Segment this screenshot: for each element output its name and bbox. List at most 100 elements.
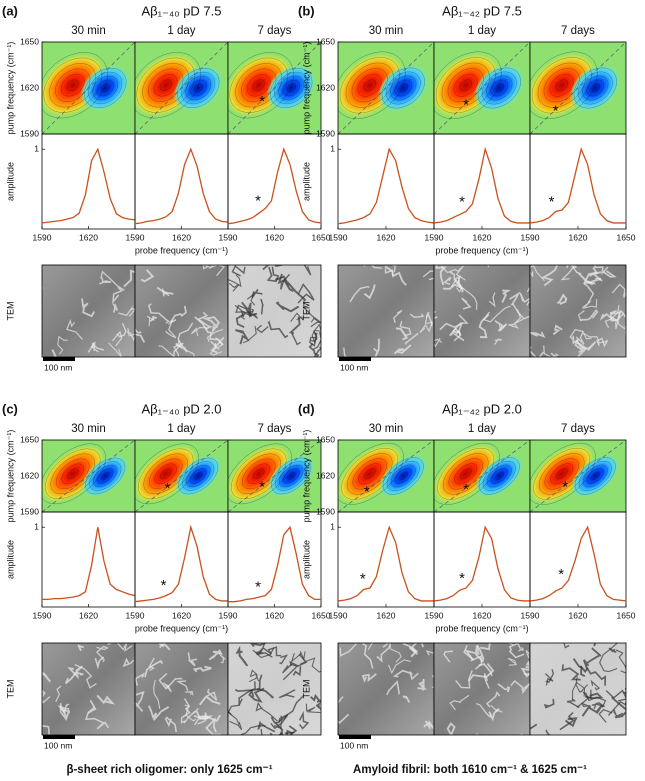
tem-fibril bbox=[586, 647, 602, 664]
tem-image bbox=[228, 265, 321, 357]
negative-peak bbox=[378, 453, 428, 499]
contour-line bbox=[178, 457, 219, 495]
y-tick-label: 1650 bbox=[316, 434, 335, 444]
tem-fibril bbox=[51, 349, 57, 357]
contour-line bbox=[453, 73, 478, 97]
plot-frame bbox=[433, 133, 531, 230]
tem-fibril bbox=[176, 680, 189, 692]
tem-fibril bbox=[582, 332, 608, 344]
spectrum-line bbox=[134, 524, 228, 603]
positive-peak bbox=[228, 443, 292, 504]
diagonal bbox=[135, 440, 228, 512]
contour-line bbox=[55, 68, 91, 102]
tem-fibril bbox=[99, 277, 112, 285]
annotation-star: * bbox=[558, 566, 564, 583]
contour-map bbox=[434, 440, 530, 512]
tem-fibril bbox=[446, 722, 456, 735]
contour-map bbox=[135, 440, 228, 512]
annotation-star: * bbox=[255, 193, 261, 210]
tem-fibril bbox=[566, 698, 580, 709]
tem-fibril bbox=[57, 335, 68, 355]
contour-line bbox=[148, 68, 184, 102]
tem-fibril bbox=[255, 324, 269, 334]
tem-fibril bbox=[582, 691, 607, 708]
tem-fibril bbox=[596, 337, 609, 348]
contour-line bbox=[533, 448, 591, 500]
diagonal bbox=[135, 42, 228, 134]
annotation-star: * bbox=[255, 578, 261, 595]
tem-fibril bbox=[393, 309, 403, 324]
y-tick-label: 1 bbox=[330, 521, 335, 531]
tem-fibril bbox=[173, 322, 194, 357]
tem-fibril bbox=[598, 708, 613, 723]
plot-frame bbox=[529, 133, 627, 230]
tem-fibril bbox=[577, 310, 586, 322]
contour-line bbox=[274, 71, 309, 105]
contour-line bbox=[186, 464, 211, 488]
tem-fibril bbox=[572, 335, 597, 352]
tem-fibril bbox=[311, 323, 321, 344]
tem-fibril bbox=[315, 702, 321, 711]
tem-fibril bbox=[361, 673, 377, 683]
tem-fibril bbox=[228, 711, 243, 731]
tem-frame bbox=[227, 642, 322, 736]
contour-line bbox=[582, 75, 609, 101]
tem-fibril bbox=[303, 265, 312, 276]
contour-line bbox=[363, 468, 376, 480]
tem-fibril bbox=[81, 298, 95, 318]
tem-image bbox=[135, 643, 228, 735]
tem-fibril bbox=[530, 723, 538, 730]
y-label: amplitude bbox=[301, 540, 311, 579]
diagonal bbox=[42, 440, 135, 512]
contour-map bbox=[42, 42, 135, 134]
tem-fibril bbox=[148, 657, 156, 671]
contour-line bbox=[148, 458, 183, 490]
contour-line bbox=[338, 442, 404, 505]
tem-fibril bbox=[577, 347, 587, 357]
annotation-star: * bbox=[161, 577, 167, 594]
diagonal bbox=[228, 440, 321, 512]
tem-fibril bbox=[530, 265, 545, 282]
x-label: probe frequency (cm⁻¹) bbox=[435, 245, 528, 255]
tem-fibril bbox=[543, 698, 555, 709]
contour-line bbox=[394, 468, 412, 484]
tem-fibril bbox=[277, 273, 294, 292]
contour-line bbox=[434, 51, 502, 119]
tem-fibril bbox=[478, 313, 490, 339]
x-tick-label: 1590 bbox=[219, 610, 238, 620]
tem-fibril bbox=[87, 699, 97, 714]
tem-fibril bbox=[146, 315, 155, 327]
tem-fibril bbox=[270, 716, 284, 735]
tem-fibril bbox=[518, 647, 524, 652]
contour-line bbox=[351, 68, 388, 103]
tem-fibril bbox=[275, 275, 307, 302]
tem-fibril bbox=[404, 332, 419, 345]
tem-fibril bbox=[409, 313, 425, 319]
tem-fibril bbox=[475, 644, 485, 664]
contour-line bbox=[229, 57, 288, 113]
tem-fibril bbox=[581, 704, 603, 717]
contour-line bbox=[555, 468, 568, 480]
contour-line bbox=[586, 79, 605, 97]
column-title: 7 days bbox=[561, 423, 595, 435]
tem-fibril bbox=[586, 667, 607, 686]
contour-line bbox=[282, 79, 300, 97]
tem-fibril bbox=[42, 671, 51, 683]
tem-fibril bbox=[572, 658, 586, 678]
diagonal bbox=[434, 440, 530, 512]
tem-frame bbox=[227, 264, 322, 358]
negative-peak bbox=[266, 64, 317, 112]
plot-frame bbox=[433, 511, 531, 608]
tem-fibril bbox=[544, 673, 554, 686]
tem-fibril bbox=[608, 647, 617, 654]
tem-fibril bbox=[386, 680, 400, 696]
plot-frame bbox=[134, 511, 229, 608]
tem-fibril bbox=[242, 325, 257, 344]
contour-line bbox=[531, 57, 592, 114]
contour-map bbox=[135, 42, 228, 134]
tem-fibril bbox=[167, 305, 187, 325]
y-label: amplitude bbox=[5, 162, 15, 201]
tem-fibril bbox=[581, 702, 592, 708]
y-tick-label: 1620 bbox=[316, 470, 335, 480]
contour-line bbox=[459, 468, 472, 480]
